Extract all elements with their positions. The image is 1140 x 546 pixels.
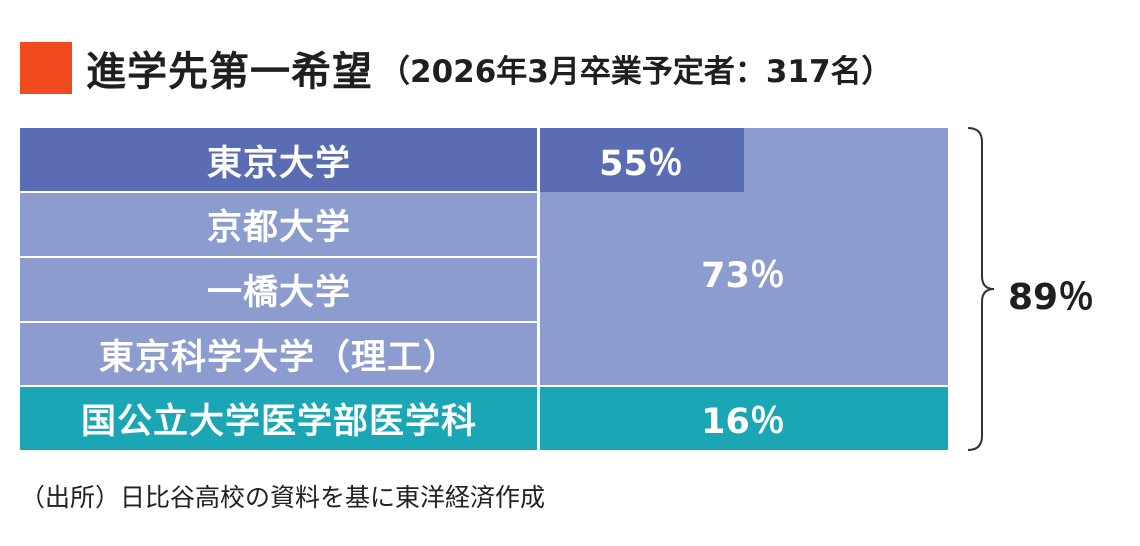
row-label: 東京科学大学（理工）	[98, 337, 459, 378]
column-divider	[537, 128, 540, 450]
row-label: 東京大学	[206, 143, 351, 184]
value-bg-55	[538, 128, 744, 192]
row-label-bg-todai	[20, 128, 538, 192]
right-brace-icon	[967, 127, 995, 451]
row-label: 国公立大学医学部医学科	[80, 401, 477, 442]
chart-title: 進学先第一希望 （2026年3月卒業予定者：317名）	[20, 38, 893, 98]
title-subtitle: （2026年3月卒業予定者：317名）	[379, 53, 893, 90]
row-label: 一橋大学	[206, 273, 351, 313]
row-divider	[20, 321, 538, 323]
row-divider	[20, 256, 538, 258]
title-square-icon	[20, 42, 72, 94]
value-label-55: 55％	[599, 143, 683, 184]
row-label: 京都大学	[206, 208, 351, 248]
total-value-label: 89％	[1008, 277, 1095, 318]
value-label-73: 73％	[701, 255, 785, 296]
source-note: （出所）日比谷高校の資料を基に東洋経済作成	[20, 483, 546, 512]
title-main: 進学先第一希望	[86, 49, 373, 95]
row-bg-medical	[20, 386, 948, 450]
row-divider	[20, 385, 948, 387]
row-label-bg-group	[20, 192, 538, 386]
row-divider	[20, 191, 538, 193]
value-label-16: 16％	[701, 401, 785, 442]
